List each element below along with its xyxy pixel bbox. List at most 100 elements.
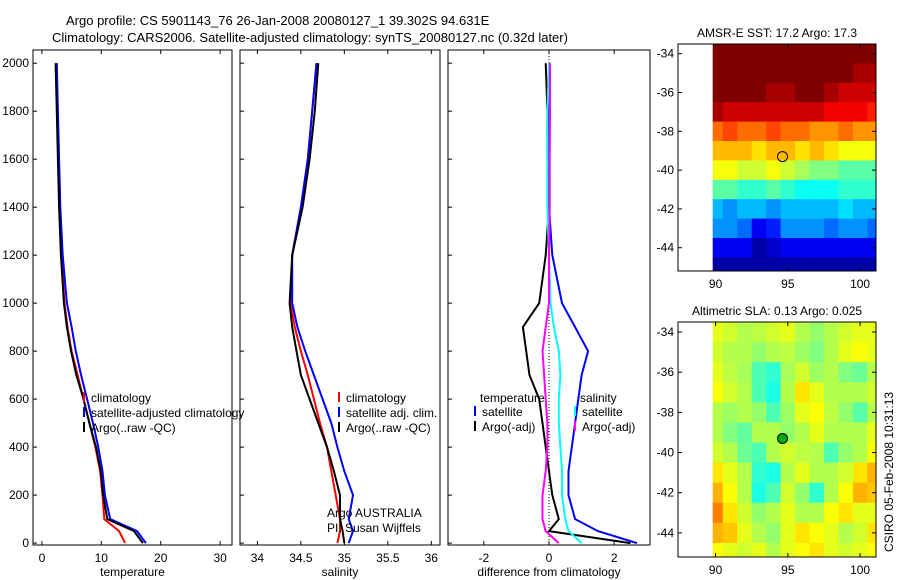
heatmap-cell: [780, 382, 796, 403]
heatmap-cell: [780, 482, 796, 504]
heatmap-cell: [867, 322, 877, 343]
heatmap-cell: [737, 482, 753, 504]
series-black: [288, 63, 346, 544]
heatmap-cell: [722, 160, 738, 181]
heatmap-cell: [751, 442, 767, 464]
heatmap-cell: [809, 482, 825, 504]
heatmap-cell: [766, 82, 782, 103]
heatmap-cell: [867, 502, 877, 524]
heatmap-cell: [809, 63, 825, 84]
legend-label: satellite: [482, 405, 523, 419]
heatmap-cell: [823, 382, 839, 403]
y-tick-label: -36: [657, 365, 675, 379]
axes-frame: [239, 49, 441, 546]
heatmap-cell: [867, 422, 877, 444]
x-tick-label: 100: [850, 277, 870, 291]
heatmap-cell: [823, 238, 839, 258]
legend-swatch-cyan: [574, 406, 576, 416]
heatmap-cell: [852, 322, 868, 343]
heatmap-cell: [795, 342, 811, 363]
heatmap-cell: [809, 342, 825, 363]
y-tick-label: 1400: [2, 200, 29, 214]
heatmap-cell: [823, 462, 839, 484]
heatmap-cell: [766, 362, 782, 383]
heatmap-cell: [852, 442, 868, 464]
heatmap-cell: [712, 179, 724, 200]
y-tick-label: -34: [657, 325, 675, 339]
heatmap-cell: [737, 382, 753, 403]
heatmap-cell: [823, 482, 839, 504]
heatmap-cell: [751, 63, 767, 84]
heatmap-cell: [766, 44, 782, 64]
heatmap-cell: [766, 102, 782, 123]
heatmap-cell: [780, 44, 796, 64]
legend-label: Argo(-adj): [482, 420, 535, 434]
legend-swatch-blue: [338, 407, 340, 417]
heatmap-cell: [766, 402, 782, 423]
heatmap-cell: [838, 402, 854, 423]
y-tick-label: 600: [9, 392, 29, 406]
heatmap-cell: [852, 82, 868, 103]
heatmap-cell: [809, 402, 825, 423]
y-tick-label: -44: [657, 526, 675, 540]
heatmap-cell: [795, 402, 811, 423]
heatmap-cell: [712, 522, 724, 544]
heatmap-cell: [751, 322, 767, 343]
heatmap-cell: [795, 121, 811, 142]
heatmap-cell: [867, 160, 877, 181]
y-tick-label: 1200: [2, 248, 29, 262]
x-tick-label: 34: [251, 551, 265, 565]
heatmap-cell: [838, 102, 854, 123]
x-tick-label: 30: [213, 551, 227, 565]
heatmap-cell: [867, 179, 877, 200]
panel-sla: Altimetric SLA: 0.13 Argo: 0.025 -34 -36 -3…: [657, 304, 877, 577]
heatmap-cell: [852, 121, 868, 142]
series-black: [521, 63, 631, 545]
heatmap-cell: [737, 422, 753, 444]
figure-title-line2: Climatology: CARS2006. Satellite-adjuste…: [52, 30, 568, 45]
heatmap-cell: [809, 44, 825, 64]
heatmap-cell: [722, 141, 738, 161]
heatmap-cell: [780, 199, 796, 220]
heatmap-cell: [766, 482, 782, 504]
heatmap-cell: [795, 179, 811, 200]
legend-label: Argo(..raw -QC): [91, 421, 176, 435]
heatmap-cell: [712, 238, 724, 258]
heatmap-cell: [852, 218, 868, 239]
heatmap-cell: [712, 362, 724, 383]
heatmap-cell: [809, 422, 825, 444]
heatmap-cell: [780, 179, 796, 200]
heatmap-cell: [722, 82, 738, 103]
heatmap-cell: [809, 160, 825, 181]
x-tick-label: 0: [546, 551, 553, 565]
heatmap-cell: [838, 238, 854, 258]
heatmap-cell: [795, 238, 811, 258]
heatmap-cell: [867, 44, 877, 64]
heatmap-cell: [795, 160, 811, 181]
heatmap-cell: [780, 522, 796, 544]
heatmap-cell: [737, 179, 753, 200]
y-tick-label: -38: [657, 405, 675, 419]
heatmap-cell: [766, 542, 782, 558]
heatmap-cell: [766, 121, 782, 142]
heatmap-cell: [766, 179, 782, 200]
y-tick-label: -42: [657, 202, 675, 216]
y-tick-label: -40: [657, 446, 675, 460]
heatmap-cell: [751, 422, 767, 444]
heatmap-cell: [852, 402, 868, 423]
heatmap-cell: [751, 362, 767, 383]
series-blue: [291, 63, 355, 544]
heatmap-cell: [838, 482, 854, 504]
legend-swatch-red: [338, 392, 340, 402]
legend-swatch-magenta: [574, 421, 576, 431]
heatmap-cell: [867, 257, 877, 272]
heatmap-cell: [737, 462, 753, 484]
heatmap-cell: [823, 502, 839, 524]
x-tick-label: 2: [611, 551, 618, 565]
heatmap-cell: [766, 522, 782, 544]
heatmap-cell: [737, 522, 753, 544]
heatmap-cell: [838, 82, 854, 103]
x-tick-label: 35: [338, 551, 352, 565]
